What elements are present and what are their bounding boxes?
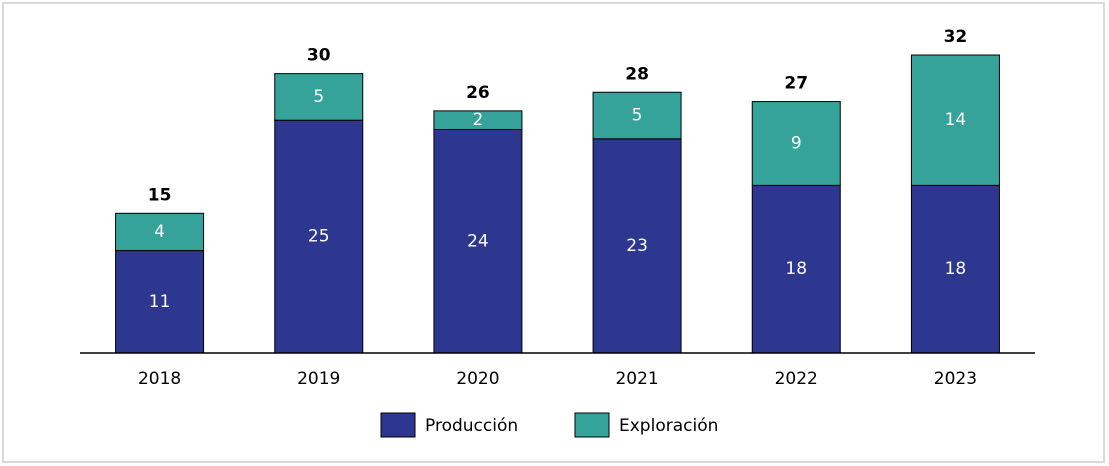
data-label: 4 bbox=[154, 222, 165, 242]
total-label: 28 bbox=[625, 64, 649, 84]
data-label: 2 bbox=[473, 110, 484, 130]
total-label: 26 bbox=[466, 83, 490, 103]
data-label: 5 bbox=[313, 87, 324, 107]
total-label: 15 bbox=[148, 185, 172, 205]
x-tick-label: 2021 bbox=[615, 369, 658, 389]
data-label: 5 bbox=[632, 106, 643, 126]
bar-segment bbox=[910, 184, 1000, 354]
x-tick-label: 2022 bbox=[775, 369, 818, 389]
total-label: 32 bbox=[944, 27, 968, 47]
bar-segment bbox=[115, 212, 205, 252]
bar-segment bbox=[274, 73, 364, 121]
legend-swatch bbox=[380, 412, 416, 438]
bar-segment bbox=[592, 91, 682, 140]
x-tick-label: 2023 bbox=[934, 369, 977, 389]
legend-label: Producción bbox=[425, 416, 518, 436]
bar-segment bbox=[433, 110, 523, 130]
data-label: 23 bbox=[626, 236, 648, 256]
x-tick-label: 2019 bbox=[297, 369, 340, 389]
data-label: 18 bbox=[785, 259, 807, 279]
bar-segment bbox=[910, 54, 1000, 186]
legend-swatch bbox=[574, 412, 610, 438]
data-label: 9 bbox=[791, 133, 802, 153]
data-label: 24 bbox=[467, 231, 489, 251]
x-tick-label: 2018 bbox=[138, 369, 181, 389]
total-label: 27 bbox=[784, 74, 808, 94]
data-label: 14 bbox=[945, 110, 967, 130]
legend-label: Exploración bbox=[619, 416, 718, 436]
x-tick-label: 2020 bbox=[456, 369, 499, 389]
bar-segment bbox=[751, 101, 841, 186]
data-label: 11 bbox=[149, 292, 171, 312]
data-label: 25 bbox=[308, 227, 330, 247]
data-label: 18 bbox=[945, 259, 967, 279]
total-label: 30 bbox=[307, 46, 331, 66]
